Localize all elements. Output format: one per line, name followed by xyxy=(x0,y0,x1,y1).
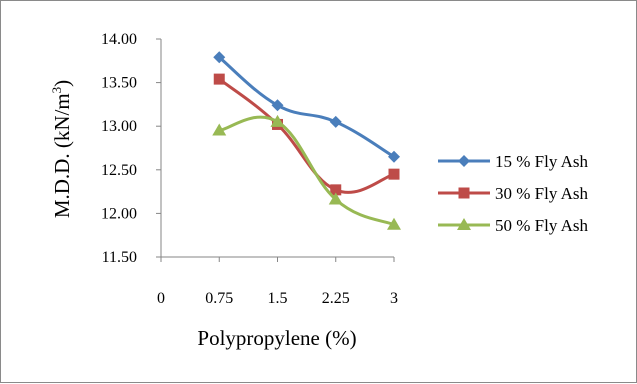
series-30-fly-ash xyxy=(213,73,400,196)
series-layer xyxy=(212,51,401,230)
data-point xyxy=(212,123,227,136)
y-axis-title-main: M.D.D. (kN/m xyxy=(50,93,74,218)
legend-marker xyxy=(457,218,471,230)
data-point xyxy=(270,114,285,127)
legend-label: 30 % Fly Ash xyxy=(495,184,589,203)
data-point xyxy=(328,192,343,205)
legend-label: 50 % Fly Ash xyxy=(495,216,589,235)
data-point xyxy=(213,51,226,64)
data-point xyxy=(330,184,342,196)
series-line xyxy=(218,56,395,159)
y-tick-label: 11.50 xyxy=(102,249,137,266)
data-point xyxy=(329,115,342,128)
data-point xyxy=(213,73,225,85)
series-line xyxy=(218,77,395,194)
y-axis: 11.50 12.00 12.50 13.00 13.50 14.00 xyxy=(101,31,162,266)
x-tick-label: 3 xyxy=(390,290,398,307)
legend: 15 % Fly Ash 30 % Fly Ash 50 % Fly Ash xyxy=(438,152,589,235)
data-point xyxy=(388,168,400,180)
legend-entry: 30 % Fly Ash xyxy=(438,184,589,203)
y-tick-label: 13.00 xyxy=(101,118,137,135)
y-tick-label: 14.00 xyxy=(101,31,137,48)
x-tick-label: 1.5 xyxy=(268,290,288,307)
y-tick-label: 12.50 xyxy=(101,162,137,179)
y-axis-title-superscript: 3 xyxy=(49,87,64,94)
y-axis-title: M.D.D. (kN/m3) xyxy=(49,80,74,218)
x-tick-label: 0 xyxy=(157,290,165,307)
x-tick-label: 2.25 xyxy=(322,290,350,307)
series-50-fly-ash xyxy=(212,114,401,230)
y-tick-label: 13.50 xyxy=(101,75,137,92)
legend-label: 15 % Fly Ash xyxy=(495,152,589,171)
series-15-fly-ash xyxy=(213,51,400,163)
legend-entry: 50 % Fly Ash xyxy=(438,216,589,235)
data-point xyxy=(271,99,284,112)
legend-marker xyxy=(458,155,470,167)
series-line xyxy=(218,115,395,227)
x-axis-title: Polypropylene (%) xyxy=(197,326,356,350)
x-tick-label: 0.75 xyxy=(205,290,233,307)
legend-entry: 15 % Fly Ash xyxy=(438,152,589,171)
y-axis-title-end: ) xyxy=(50,80,74,87)
data-point xyxy=(387,217,401,230)
x-axis: 0 0.75 1.5 2.25 3 xyxy=(157,256,398,307)
legend-marker xyxy=(458,187,470,199)
y-tick-label: 12.00 xyxy=(101,205,137,222)
data-point xyxy=(388,150,400,163)
